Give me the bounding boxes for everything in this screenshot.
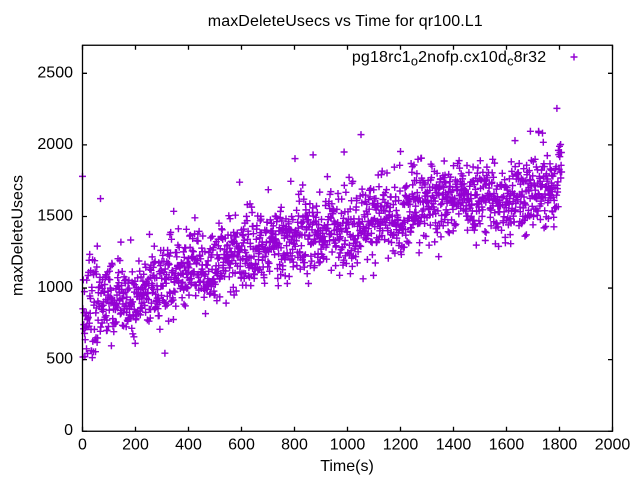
svg-text:1000: 1000 — [330, 437, 366, 454]
svg-text:pg18rc1o2nofp.cx10dc8r32: pg18rc1o2nofp.cx10dc8r32 — [352, 49, 546, 69]
svg-text:1200: 1200 — [383, 437, 419, 454]
svg-text:maxDeleteUsecs vs Time for qr1: maxDeleteUsecs vs Time for qr100.L1 — [208, 13, 483, 30]
svg-text:1800: 1800 — [542, 437, 578, 454]
svg-text:1500: 1500 — [37, 208, 73, 225]
svg-text:maxDeleteUsecs: maxDeleteUsecs — [10, 175, 27, 296]
svg-text:1600: 1600 — [489, 437, 525, 454]
svg-text:1000: 1000 — [37, 279, 73, 296]
svg-text:0: 0 — [64, 422, 73, 439]
svg-text:2000: 2000 — [595, 437, 631, 454]
svg-text:2500: 2500 — [37, 64, 73, 81]
svg-text:2000: 2000 — [37, 136, 73, 153]
svg-text:200: 200 — [122, 437, 149, 454]
svg-text:0: 0 — [78, 437, 87, 454]
svg-text:400: 400 — [175, 437, 202, 454]
svg-text:600: 600 — [228, 437, 255, 454]
svg-text:Time(s): Time(s) — [320, 458, 374, 475]
svg-text:1400: 1400 — [436, 437, 472, 454]
svg-text:800: 800 — [281, 437, 308, 454]
svg-text:500: 500 — [46, 351, 73, 368]
